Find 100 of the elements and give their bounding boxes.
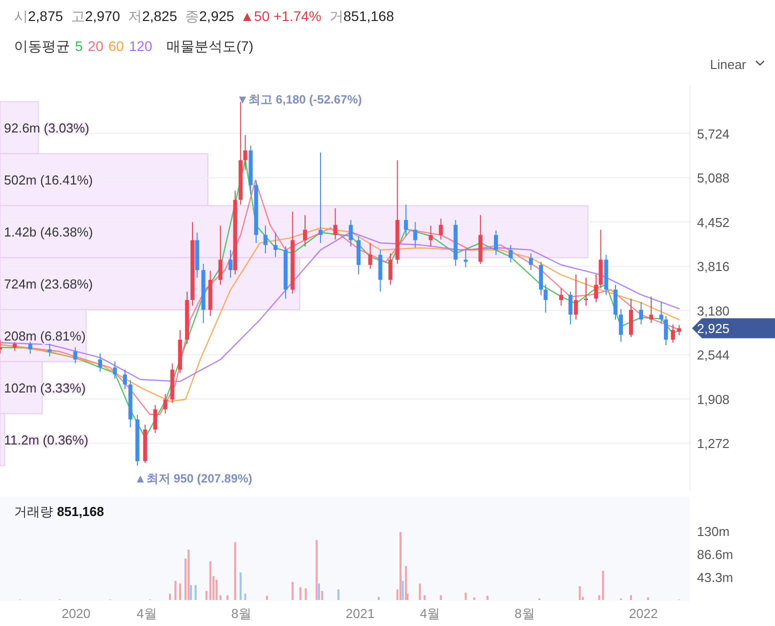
y-tick-label: 3,816 xyxy=(697,259,730,274)
bar xyxy=(321,590,324,600)
candlestick xyxy=(163,393,168,414)
candlestick xyxy=(464,249,468,268)
bar xyxy=(418,584,421,600)
candlestick xyxy=(348,220,353,247)
candlestick xyxy=(318,152,323,244)
bar xyxy=(209,561,212,600)
bar xyxy=(188,550,190,600)
candlestick xyxy=(594,274,598,303)
bar xyxy=(226,595,228,600)
text: 5 xyxy=(75,38,83,54)
data-label: 11.2m (0.36%) xyxy=(4,432,88,448)
bar xyxy=(647,597,650,600)
candlestick xyxy=(368,242,372,270)
candlestick xyxy=(559,288,564,306)
bar xyxy=(630,595,632,600)
y-tick-label: 43.3m xyxy=(697,570,734,586)
x-tick-label: 2020 xyxy=(62,606,91,621)
annotation: ▼최고 6,180 (-52.67%) xyxy=(236,92,362,107)
candlestick xyxy=(73,346,78,364)
bar xyxy=(440,595,442,600)
candlestick xyxy=(388,252,392,286)
candlestick xyxy=(333,208,338,240)
y-tick-label: 3,180 xyxy=(697,303,730,318)
bar xyxy=(602,570,604,600)
candlestick xyxy=(122,369,127,390)
y-tick-label: 4,452 xyxy=(697,214,730,230)
x-tick-label: 2021 xyxy=(346,606,375,621)
bar xyxy=(168,594,171,600)
candlestick xyxy=(263,225,268,254)
candlestick xyxy=(404,204,408,237)
x-tick-label: 4월 xyxy=(136,606,157,621)
bar xyxy=(337,589,340,600)
data-label: 502m (16.41%) xyxy=(4,172,93,188)
bar xyxy=(234,542,236,600)
bar xyxy=(404,566,407,600)
bar xyxy=(219,595,222,600)
data-label: 724m (23.68%) xyxy=(4,276,93,292)
y-tick-label: 2,544 xyxy=(697,348,730,363)
candlestick xyxy=(544,284,548,314)
text: 120 xyxy=(128,38,153,54)
bar xyxy=(598,595,600,600)
bar xyxy=(399,532,402,600)
data-label: 1.42b (46.38%) xyxy=(4,224,93,240)
candlestick xyxy=(303,214,308,247)
linear-scale-control: Linear xyxy=(710,57,764,72)
bar xyxy=(194,585,197,600)
legend-title: 이동평균 xyxy=(14,38,70,54)
bar xyxy=(299,587,302,600)
bar xyxy=(216,580,218,600)
x-tick-label: 4월 xyxy=(420,606,440,621)
candlestick xyxy=(574,274,578,320)
text: 거래량 851,168 xyxy=(14,504,104,519)
y-tick-label: 5,724 xyxy=(697,126,730,142)
y-tick-label: 1,908 xyxy=(697,392,730,407)
bar xyxy=(316,540,318,600)
x-tick-label: 8월 xyxy=(514,606,535,621)
candlestick xyxy=(508,244,513,263)
data-label: 208m (6.81%) xyxy=(4,328,86,344)
candlestick xyxy=(48,343,52,357)
data-label: 102m (3.33%) xyxy=(4,380,86,396)
bar xyxy=(174,580,176,600)
bar xyxy=(402,580,404,600)
text: 고2,970 xyxy=(71,8,120,24)
text: 종2,925 xyxy=(185,8,234,24)
candlestick xyxy=(438,218,443,240)
candlestick xyxy=(659,302,664,324)
text: 저2,825 xyxy=(128,8,178,24)
candlestick xyxy=(664,316,668,346)
candlestick xyxy=(568,291,572,325)
bar xyxy=(473,597,476,600)
text: 20 xyxy=(88,38,104,54)
data-label: 92.6m (3.03%) xyxy=(4,120,90,136)
bar xyxy=(486,596,488,600)
bar xyxy=(190,585,192,600)
bar xyxy=(304,588,307,600)
bar xyxy=(378,596,380,600)
candlestick xyxy=(428,225,433,247)
bar xyxy=(318,584,320,600)
y-tick-label: 130m xyxy=(697,524,730,539)
text: 매물분석도(7) xyxy=(166,38,254,54)
y-tick-label: 1,272 xyxy=(697,436,730,452)
candlestick xyxy=(112,360,117,380)
bar xyxy=(464,592,467,600)
bar xyxy=(292,582,294,600)
candlestick xyxy=(618,308,623,342)
price-tag: 2,925 xyxy=(692,318,775,338)
candlestick xyxy=(153,404,158,434)
bar xyxy=(578,586,581,600)
candlestick xyxy=(649,296,654,324)
candlestick xyxy=(98,353,102,372)
bar xyxy=(244,594,246,600)
bar xyxy=(179,584,182,600)
text: 60 xyxy=(108,38,124,54)
x-tick-label: 2022 xyxy=(628,606,658,621)
annotation: ▲최저 950 (207.89%) xyxy=(134,472,252,486)
text: 시2,875 xyxy=(14,8,64,24)
y-tick-label: 86.6m xyxy=(697,547,734,562)
candlestick xyxy=(528,252,533,271)
